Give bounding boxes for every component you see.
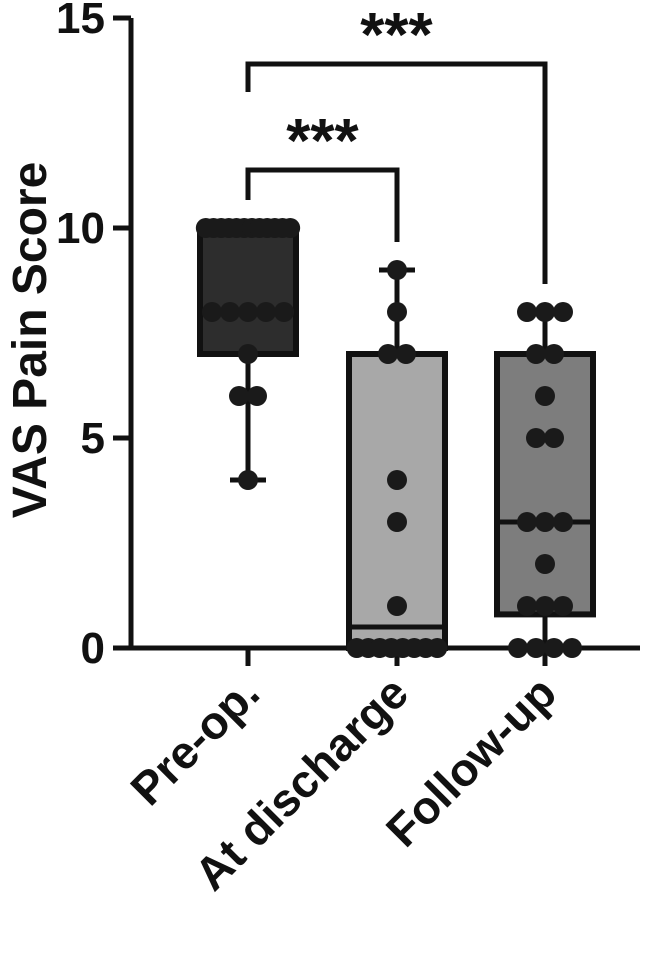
data-point-follow-up <box>535 386 555 406</box>
y-tick-label-15: 15 <box>56 0 105 43</box>
data-point-follow-up <box>517 302 537 322</box>
data-point-follow-up <box>553 596 573 616</box>
data-point-at-discharge <box>387 470 407 490</box>
data-point-follow-up <box>553 302 573 322</box>
data-point-at-discharge <box>387 512 407 532</box>
data-point-pre-op <box>220 302 240 322</box>
data-point-follow-up <box>535 554 555 574</box>
data-point-pre-op <box>256 302 276 322</box>
data-point-follow-up <box>517 596 537 616</box>
data-point-follow-up <box>562 638 582 658</box>
data-point-pre-op <box>274 302 294 322</box>
significance-annotations: ****** <box>245 1 548 284</box>
data-point-follow-up <box>535 596 555 616</box>
data-point-follow-up <box>535 302 555 322</box>
y-tick-label-10: 10 <box>56 204 105 253</box>
data-point-follow-up <box>544 638 564 658</box>
y-tick-label-5: 5 <box>81 414 105 463</box>
bracket-line-2 <box>245 61 548 284</box>
data-point-at-discharge <box>387 302 407 322</box>
data-point-follow-up <box>526 344 546 364</box>
data-point-follow-up <box>535 512 555 532</box>
data-point-follow-up <box>508 638 528 658</box>
y-tick-label-0: 0 <box>81 624 105 673</box>
plot-area <box>195 218 596 658</box>
data-point-follow-up <box>553 512 573 532</box>
box-group-at-discharge <box>346 260 448 658</box>
data-point-at-discharge <box>387 260 407 280</box>
data-point-at-discharge <box>378 344 398 364</box>
data-point-follow-up <box>544 344 564 364</box>
data-point-pre-op <box>238 302 258 322</box>
axes: 0 5 10 15 <box>56 0 640 673</box>
data-point-pre-op <box>238 470 258 490</box>
x-tick-label-pre-op: Pre-op. <box>120 666 269 815</box>
y-axis-label: VAS Pain Score <box>4 162 57 519</box>
data-point-at-discharge <box>396 344 416 364</box>
data-point-pre-op <box>238 344 258 364</box>
data-point-follow-up <box>544 428 564 448</box>
box-group-pre-op <box>195 218 301 490</box>
data-point-pre-op <box>229 386 249 406</box>
data-point-pre-op <box>280 218 301 238</box>
significance-bracket-2: *** <box>245 1 548 284</box>
data-point-follow-up <box>526 638 546 658</box>
box-group-follow-up <box>494 302 596 658</box>
significance-bracket-1: *** <box>245 107 400 242</box>
significance-label-2: *** <box>360 1 433 70</box>
significance-label-1: *** <box>286 107 359 176</box>
bracket-line-1 <box>245 167 400 242</box>
data-point-pre-op <box>202 302 222 322</box>
data-point-follow-up <box>526 428 546 448</box>
data-point-at-discharge <box>387 596 407 616</box>
data-point-at-discharge <box>427 638 448 658</box>
box-pre-op <box>197 225 299 357</box>
data-point-pre-op <box>247 386 267 406</box>
data-point-follow-up <box>517 512 537 532</box>
